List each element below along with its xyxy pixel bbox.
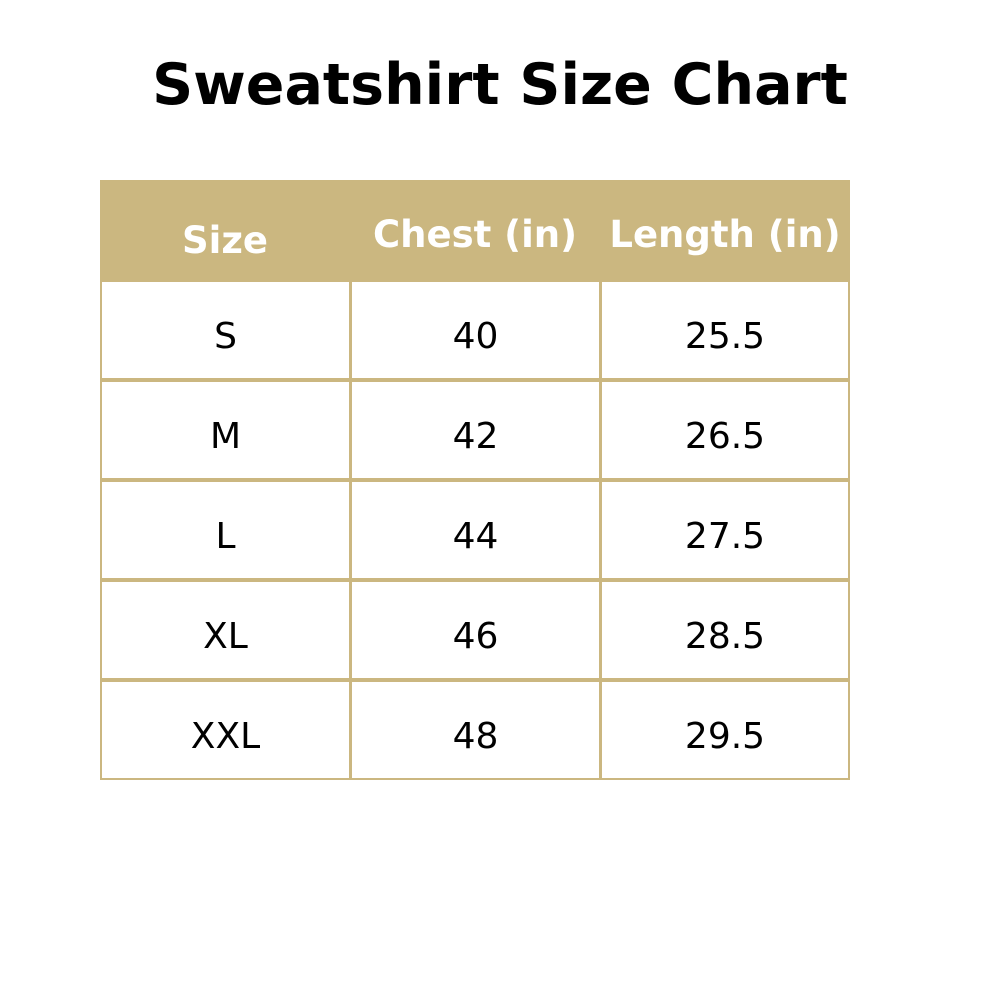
table-cell: 25.5 — [602, 282, 848, 378]
column-header: Size — [182, 218, 268, 262]
table-cell: 28.5 — [602, 582, 848, 678]
table-cell: S — [102, 282, 349, 378]
column-header: Chest (in) — [372, 212, 578, 256]
column-header: Length (in) — [609, 212, 841, 256]
size-table: Size Chest (in) Length (in) S 40 25.5 M 42 26.5 L… — [100, 180, 850, 780]
table-cell: 29.5 — [602, 682, 848, 778]
table-cell: XXL — [102, 682, 349, 778]
table-cell: 27.5 — [602, 482, 848, 578]
table-cell: 42 — [352, 382, 599, 478]
table-cell: 46 — [352, 582, 599, 678]
table-cell: 44 — [352, 482, 599, 578]
table-cell: 40 — [352, 282, 599, 378]
table-cell: 48 — [352, 682, 599, 778]
table-cell: M — [102, 382, 349, 478]
table-cell: XL — [102, 582, 349, 678]
page-title: Sweatshirt Size Chart — [152, 52, 848, 118]
table-cell: L — [102, 482, 349, 578]
table-cell: 26.5 — [602, 382, 848, 478]
